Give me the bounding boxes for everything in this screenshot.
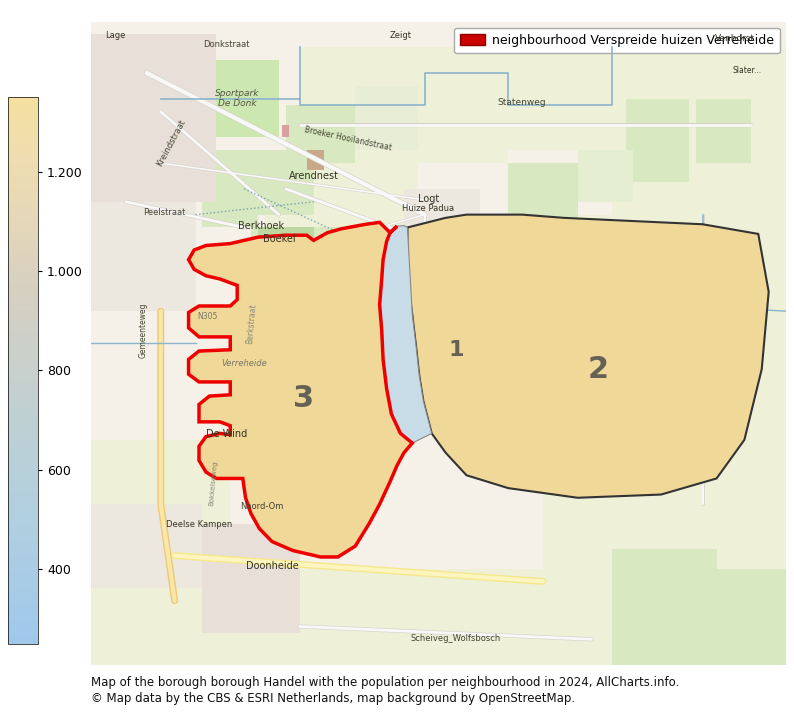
Text: 2: 2 xyxy=(588,354,609,383)
Polygon shape xyxy=(300,569,543,665)
Text: Gemeenteweg: Gemeenteweg xyxy=(139,303,148,358)
Text: Noord-Om: Noord-Om xyxy=(240,503,283,511)
Polygon shape xyxy=(283,124,289,137)
Text: N305: N305 xyxy=(197,312,218,321)
Polygon shape xyxy=(251,227,356,292)
Polygon shape xyxy=(418,47,508,163)
Text: Bokkelseweg: Bokkelseweg xyxy=(208,461,218,506)
Text: Logt: Logt xyxy=(418,193,439,203)
Text: Scheiveg_Wolfsbosch: Scheiveg_Wolfsbosch xyxy=(411,633,501,643)
Polygon shape xyxy=(356,86,418,150)
Polygon shape xyxy=(300,266,383,311)
Text: Deelse Kampen: Deelse Kampen xyxy=(166,520,232,528)
Polygon shape xyxy=(258,227,314,266)
Polygon shape xyxy=(91,35,216,202)
Text: © Map data by the CBS & ESRI Netherlands, map background by OpenStreetMap.: © Map data by the CBS & ESRI Netherlands… xyxy=(91,692,576,705)
Polygon shape xyxy=(577,150,633,202)
Polygon shape xyxy=(300,47,418,202)
Text: 3: 3 xyxy=(293,383,314,413)
Text: Sportpark
De Donk: Sportpark De Donk xyxy=(215,89,260,109)
Text: Slater...: Slater... xyxy=(733,66,761,75)
Polygon shape xyxy=(202,150,258,227)
Text: Lage: Lage xyxy=(105,31,125,40)
Text: Donkstraat: Donkstraat xyxy=(203,40,250,50)
Text: De Wind: De Wind xyxy=(206,429,248,439)
Polygon shape xyxy=(91,504,202,588)
Polygon shape xyxy=(286,105,356,163)
Text: Huize Padua: Huize Padua xyxy=(403,204,454,214)
Text: Boekel: Boekel xyxy=(263,234,295,244)
Legend: neighbourhood Verspreide huizen Verreheide: neighbourhood Verspreide huizen Verrehei… xyxy=(454,28,780,53)
Polygon shape xyxy=(716,569,786,665)
Text: Statenweg: Statenweg xyxy=(498,99,546,107)
Polygon shape xyxy=(265,202,438,311)
Polygon shape xyxy=(189,222,412,557)
Polygon shape xyxy=(230,536,300,665)
Polygon shape xyxy=(612,47,786,215)
Text: Peelstraat: Peelstraat xyxy=(143,208,186,216)
Polygon shape xyxy=(202,523,300,633)
Polygon shape xyxy=(195,60,279,137)
Text: Berkhoek: Berkhoek xyxy=(238,221,284,231)
Text: Verreheide: Verreheide xyxy=(222,359,267,368)
Polygon shape xyxy=(543,504,786,665)
Polygon shape xyxy=(626,99,689,183)
Polygon shape xyxy=(438,215,786,408)
Text: Doonheide: Doonheide xyxy=(245,561,299,571)
Polygon shape xyxy=(411,240,438,266)
Text: Zeigt: Zeigt xyxy=(390,31,411,40)
Polygon shape xyxy=(91,440,230,665)
Polygon shape xyxy=(612,549,716,665)
Polygon shape xyxy=(306,150,324,170)
Polygon shape xyxy=(91,202,195,311)
Text: Arendnest: Arendnest xyxy=(289,170,338,180)
Polygon shape xyxy=(407,215,769,498)
Text: Kreindstraat: Kreindstraat xyxy=(155,119,187,168)
Polygon shape xyxy=(508,47,612,150)
Text: Broeker Hooilandstraat: Broeker Hooilandstraat xyxy=(304,125,393,152)
Text: 1: 1 xyxy=(449,340,464,360)
Polygon shape xyxy=(696,99,751,163)
Polygon shape xyxy=(404,189,480,253)
Text: Venhorst: Venhorst xyxy=(715,34,755,43)
Polygon shape xyxy=(245,150,314,215)
Text: Map of the borough borough Handel with the population per neighbourhood in 2024,: Map of the borough borough Handel with t… xyxy=(91,676,680,689)
Polygon shape xyxy=(543,408,786,504)
Polygon shape xyxy=(380,226,432,443)
Polygon shape xyxy=(508,163,577,227)
Text: Berkstraat: Berkstraat xyxy=(245,303,257,344)
